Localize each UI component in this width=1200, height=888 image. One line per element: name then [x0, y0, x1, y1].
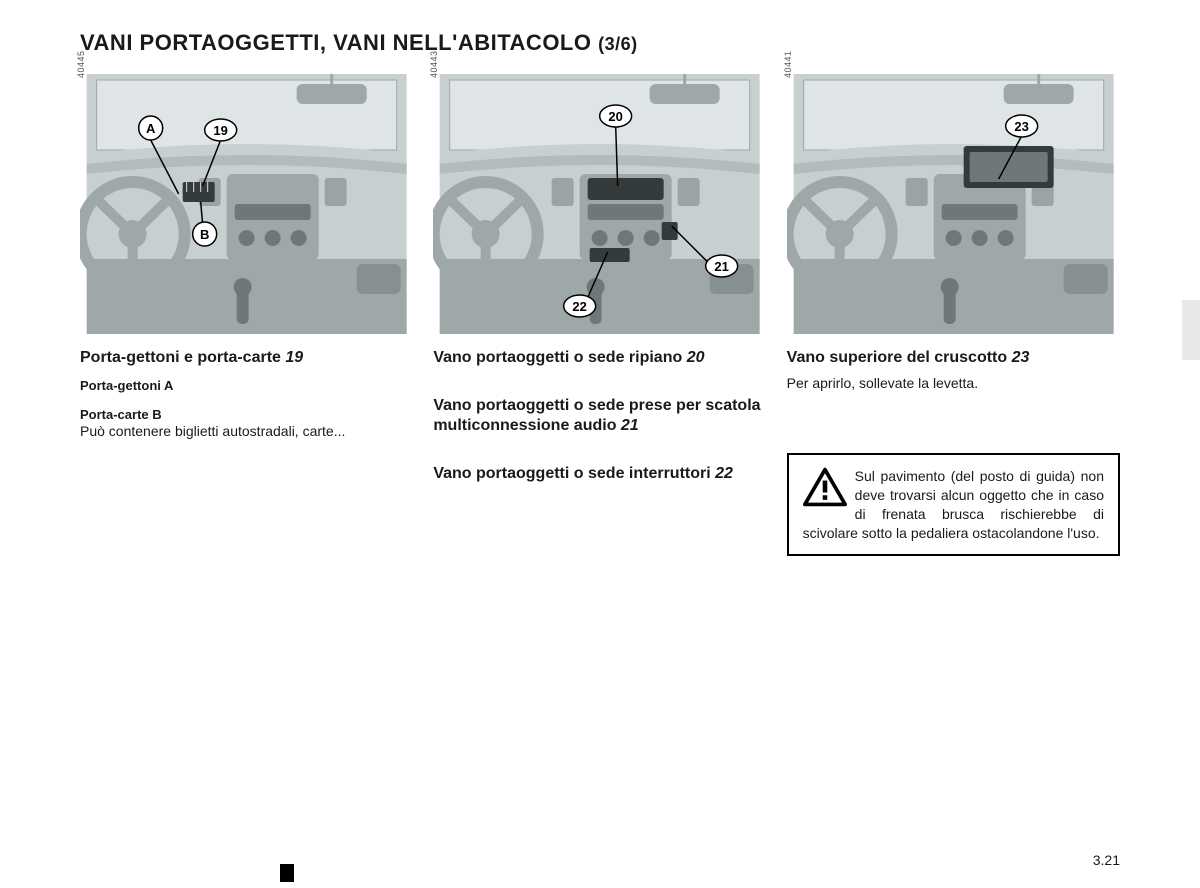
figure-1: 40445 A19B: [80, 74, 413, 334]
page-tab: [1182, 300, 1200, 360]
col3-h1-num: 23: [1012, 349, 1030, 366]
col2-h1-num: 20: [687, 349, 705, 366]
col2-h1-text: Vano portaoggetti o sede ripiano: [433, 349, 686, 366]
svg-text:B: B: [200, 227, 209, 242]
column-2: 40443 202122 Vano portaoggetti o sede ri…: [433, 74, 766, 556]
column-1: 40445 A19B Porta-gettoni e porta-carte 1…: [80, 74, 413, 556]
svg-text:23: 23: [1014, 119, 1028, 134]
footer-mark: [280, 864, 294, 882]
col3-heading: Vano superiore del cruscotto 23: [787, 348, 1120, 368]
col1-body: Può contenere biglietti autostradali, ca…: [80, 422, 413, 441]
svg-text:22: 22: [573, 299, 587, 314]
figure-1-id: 40445: [76, 50, 86, 78]
col3-body: Per aprirlo, sollevate la levetta.: [787, 374, 1120, 393]
figure-2-id: 40443: [429, 50, 439, 78]
col2-h2-text: Vano portaoggetti o sede prese per scato…: [433, 397, 760, 434]
title-sub: (3/6): [598, 34, 638, 54]
figure-2-svg: 20 21 22: [433, 74, 766, 334]
column-3: 40441 23 Vano superiore del cruscotto 23…: [787, 74, 1120, 556]
svg-text:19: 19: [213, 123, 227, 138]
figure-3-svg: 23: [787, 74, 1120, 334]
col1-h1-text: Porta-gettoni e porta-carte: [80, 349, 285, 366]
figure-3: 40441 23: [787, 74, 1120, 334]
col1-h1-num: 19: [285, 349, 303, 366]
warning-icon: [803, 467, 847, 507]
col2-heading2: Vano portaoggetti o sede prese per scato…: [433, 396, 766, 436]
col2-h3-text: Vano portaoggetti o sede interruttori: [433, 465, 715, 482]
svg-text:21: 21: [715, 259, 729, 274]
col3-h1-text: Vano superiore del cruscotto: [787, 349, 1012, 366]
warning-text: Sul pavimento (del posto di guida) non d…: [803, 468, 1104, 541]
page-number: 3.21: [1093, 852, 1120, 868]
col1-sub2: Porta-carte B: [80, 407, 413, 422]
col2-heading1: Vano portaoggetti o sede ripiano 20: [433, 348, 766, 368]
title-main: VANI PORTAOGGETTI, VANI NELL'ABITACOLO: [80, 30, 591, 55]
col1-heading: Porta-gettoni e porta-carte 19: [80, 348, 413, 368]
content-columns: 40445 A19B Porta-gettoni e porta-carte 1…: [80, 74, 1120, 556]
svg-text:A: A: [146, 121, 156, 136]
figure-1-svg: A 19 B: [80, 74, 413, 334]
svg-text:20: 20: [609, 109, 623, 124]
col2-h2-num: 21: [621, 417, 639, 434]
page-title: VANI PORTAOGGETTI, VANI NELL'ABITACOLO (…: [80, 30, 1120, 56]
col1-sub1: Porta-gettoni A: [80, 378, 413, 393]
figure-3-id: 40441: [783, 50, 793, 78]
warning-box: Sul pavimento (del posto di guida) non d…: [787, 453, 1120, 557]
col2-heading3: Vano portaoggetti o sede interruttori 22: [433, 464, 766, 484]
col2-h3-num: 22: [715, 465, 733, 482]
figure-2: 40443 202122: [433, 74, 766, 334]
